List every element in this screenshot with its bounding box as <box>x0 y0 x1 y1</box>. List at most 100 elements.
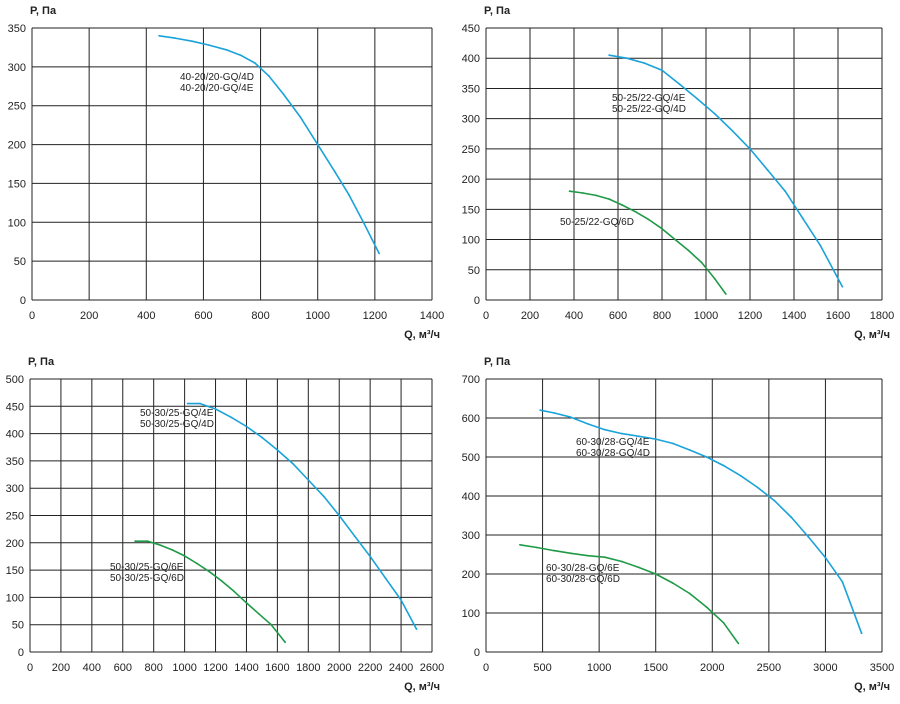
data-point <box>634 210 637 213</box>
x-tick-label: 400 <box>83 662 101 674</box>
data-point <box>539 409 542 412</box>
data-point <box>756 486 759 489</box>
data-point <box>784 190 787 193</box>
x-tick-label: 3500 <box>870 662 894 674</box>
y-tick-label: 350 <box>6 456 24 468</box>
data-point <box>678 83 681 86</box>
x-tick-label: 1000 <box>305 310 329 322</box>
y-tick-label: 100 <box>6 592 24 604</box>
data-point <box>276 449 279 451</box>
data-point <box>415 628 418 630</box>
y-tick-label: 200 <box>462 174 480 186</box>
x-tick-label: 400 <box>565 310 583 322</box>
data-point <box>158 34 161 37</box>
series-label: 60-30/28-GQ/4D <box>576 448 650 459</box>
y-tick-label: 150 <box>462 204 480 216</box>
data-point <box>608 198 611 200</box>
data-point <box>208 570 211 573</box>
series-curve-2 <box>519 544 739 644</box>
y-axis-label: P, Па <box>30 5 57 17</box>
data-point <box>362 221 365 224</box>
y-tick-label: 300 <box>462 114 480 126</box>
x-tick-label: 800 <box>653 310 671 322</box>
data-point <box>586 554 589 557</box>
data-point <box>299 116 302 119</box>
data-point <box>654 573 657 575</box>
series-curve-1 <box>540 409 863 634</box>
data-point <box>773 499 776 502</box>
x-tick-label: 1600 <box>826 310 850 322</box>
y-axis-label: P, Па <box>484 356 511 368</box>
data-point <box>291 462 294 465</box>
x-tick-label: 1600 <box>265 662 289 674</box>
x-tick-label: 400 <box>137 310 155 322</box>
x-tick-label: 2400 <box>389 662 413 674</box>
data-point <box>536 546 538 549</box>
y-tick-label: 250 <box>462 144 480 156</box>
data-point <box>257 612 260 615</box>
data-point <box>671 582 674 584</box>
x-tick-label: 0 <box>27 662 33 674</box>
data-point <box>196 562 198 565</box>
x-tick-label: 1200 <box>203 662 227 674</box>
data-point <box>400 599 402 602</box>
x-tick-label: 600 <box>114 662 132 674</box>
y-tick-label: 300 <box>6 483 24 495</box>
y-tick-label: 100 <box>462 235 480 247</box>
data-point <box>661 69 663 72</box>
data-point <box>282 93 285 95</box>
y-axis-label: P, Па <box>484 5 511 17</box>
y-tick-label: 0 <box>20 295 26 307</box>
data-point <box>713 112 716 115</box>
y-tick-label: 500 <box>6 374 24 386</box>
data-point <box>191 40 193 43</box>
data-point <box>199 402 201 405</box>
data-point <box>687 249 690 252</box>
data-point <box>586 422 589 425</box>
chart-panel-3: 0 200 400 600 800 1000 1200 1400 1600 1800 2000 220… <box>6 356 445 693</box>
x-tick-label: 2200 <box>358 662 382 674</box>
data-point <box>608 54 611 57</box>
x-tick-label: 600 <box>609 310 627 322</box>
data-point <box>705 456 708 458</box>
x-tick-label: 0 <box>29 310 35 322</box>
data-point <box>134 540 137 543</box>
data-point <box>801 217 804 220</box>
series-label: 40-20/20-GQ/4E <box>180 83 254 94</box>
data-point <box>552 549 555 552</box>
data-point <box>731 129 734 132</box>
y-tick-label: 150 <box>8 178 26 190</box>
data-point <box>766 169 769 171</box>
data-point <box>860 632 863 635</box>
data-point <box>807 536 810 538</box>
data-point <box>316 143 319 146</box>
data-point <box>713 277 716 280</box>
x-axis-label: Q, м³/ч <box>854 329 890 341</box>
y-tick-label: 200 <box>8 140 26 152</box>
data-point <box>739 474 742 477</box>
data-point <box>146 540 149 543</box>
x-tick-label: 1000 <box>587 662 611 674</box>
y-tick-label: 400 <box>462 491 480 503</box>
y-tick-label: 350 <box>462 83 480 95</box>
series-label: 50-30/25-GQ/6E <box>110 562 184 573</box>
data-point <box>595 194 597 197</box>
data-point <box>322 495 325 498</box>
data-point <box>643 62 646 64</box>
data-point <box>268 75 271 78</box>
y-tick-label: 600 <box>462 413 480 425</box>
data-point <box>654 438 657 440</box>
series-curve-1 <box>609 54 844 288</box>
data-point <box>220 580 223 582</box>
x-tick-label: 1500 <box>643 662 667 674</box>
series-label: 60-30/28-GQ/6D <box>546 574 620 585</box>
y-tick-label: 450 <box>462 23 480 35</box>
data-point <box>284 641 287 644</box>
x-tick-label: 2000 <box>700 662 724 674</box>
data-point <box>625 57 628 60</box>
data-point <box>841 580 844 583</box>
data-point <box>819 244 822 247</box>
y-axis-label: P, Па <box>28 356 55 368</box>
data-point <box>384 577 387 580</box>
